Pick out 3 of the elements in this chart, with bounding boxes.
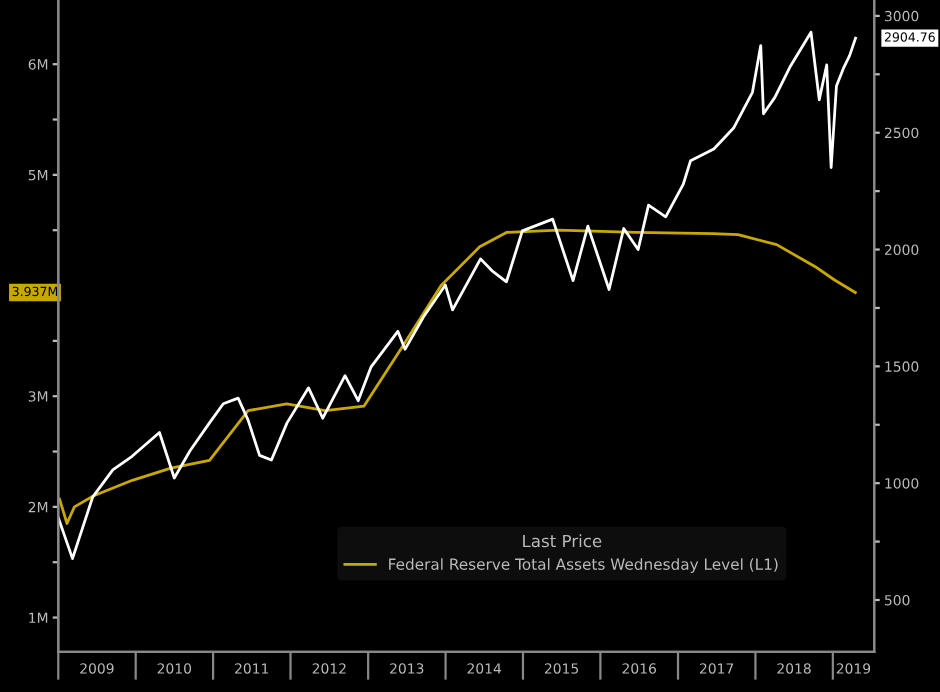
legend-title: Last Price [523, 534, 602, 548]
line-series [58, 228, 857, 525]
line-series [58, 30, 857, 561]
